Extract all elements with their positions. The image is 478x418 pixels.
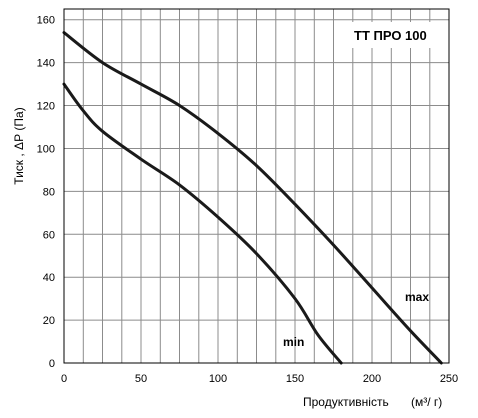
x-tick-label: 250 [440, 373, 458, 385]
y-tick-label: 40 [43, 272, 55, 284]
chart-title: TT ПРО 100 [354, 28, 427, 43]
curve-min [62, 82, 343, 365]
curves [62, 31, 443, 365]
x-tick-label: 50 [135, 373, 147, 385]
x-axis-label: Продуктивність [303, 395, 389, 409]
x-tick-label: 100 [209, 373, 227, 385]
y-axis-label: Тиск , ΔР (Па) [12, 107, 26, 184]
x-tick-label: 150 [286, 373, 304, 385]
x-tick-label: 200 [363, 373, 381, 385]
y-tick-label: 80 [43, 186, 55, 198]
curve-label-max: max [405, 290, 429, 304]
title-box [345, 22, 440, 48]
y-tick-label: 100 [37, 144, 55, 156]
plot-frame [63, 8, 450, 364]
y-tick-label: 160 [37, 15, 55, 27]
y-tick-labels: 0 20 40 60 80 100 120 140 160 [37, 15, 55, 370]
x-tick-label: 0 [61, 373, 67, 385]
x-axis-unit: (м³/ г) [411, 395, 442, 409]
y-tick-label: 60 [43, 229, 55, 241]
curve-max [62, 31, 443, 365]
curve-label-min: min [283, 335, 304, 349]
grid [64, 9, 449, 363]
y-tick-label: 140 [37, 58, 55, 70]
x-tick-labels: 0 50 100 150 200 250 [61, 373, 458, 385]
y-tick-label: 20 [43, 315, 55, 327]
y-tick-label: 0 [49, 358, 55, 370]
y-tick-label: 120 [37, 101, 55, 113]
